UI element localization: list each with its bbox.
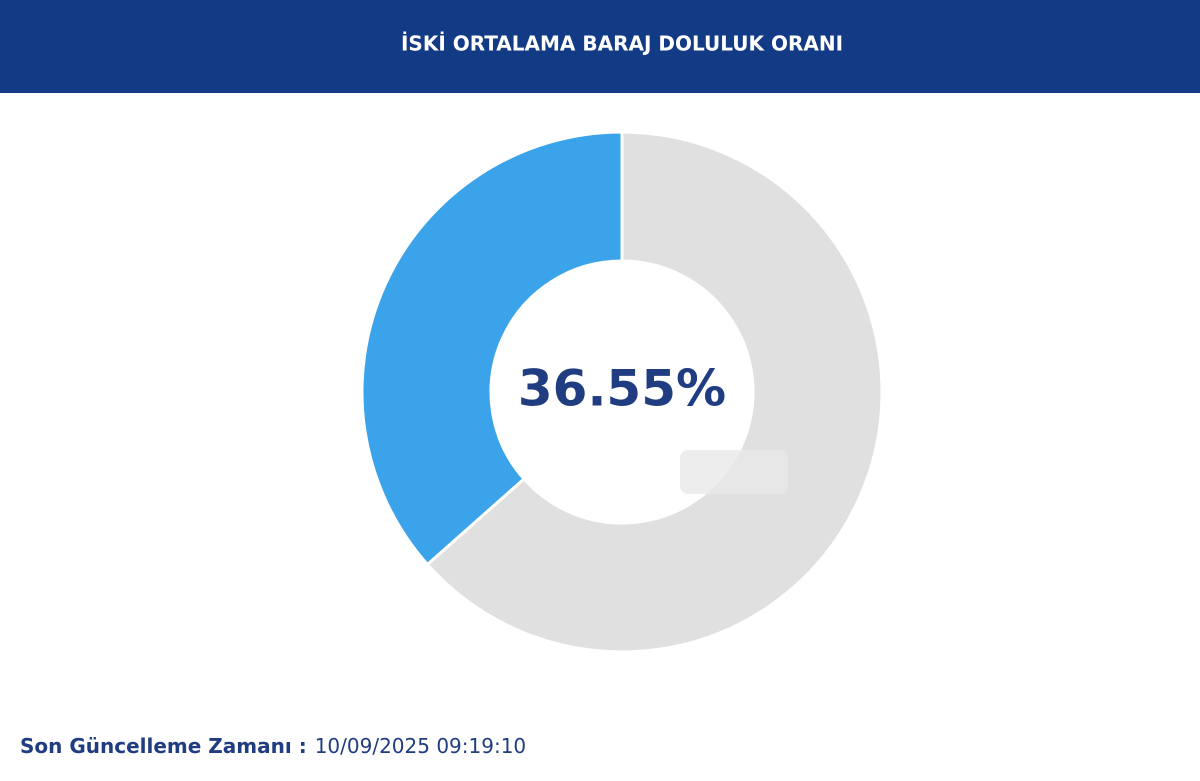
donut bbox=[360, 130, 884, 654]
footer-label: Son Güncelleme Zamanı : bbox=[20, 734, 307, 758]
header-bar bbox=[0, 0, 1200, 93]
center-value-label: 36.55% bbox=[518, 360, 726, 418]
footer: Son Güncelleme Zamanı : 10/09/2025 09:19:… bbox=[20, 734, 526, 758]
footer-value: 10/09/2025 09:19:10 bbox=[315, 734, 526, 758]
tooltip-ghost bbox=[680, 450, 788, 494]
chart-title: İSKİ ORTALAMA BARAJ DOLULUK ORANI bbox=[401, 32, 843, 56]
donut-segment bbox=[360, 130, 624, 567]
